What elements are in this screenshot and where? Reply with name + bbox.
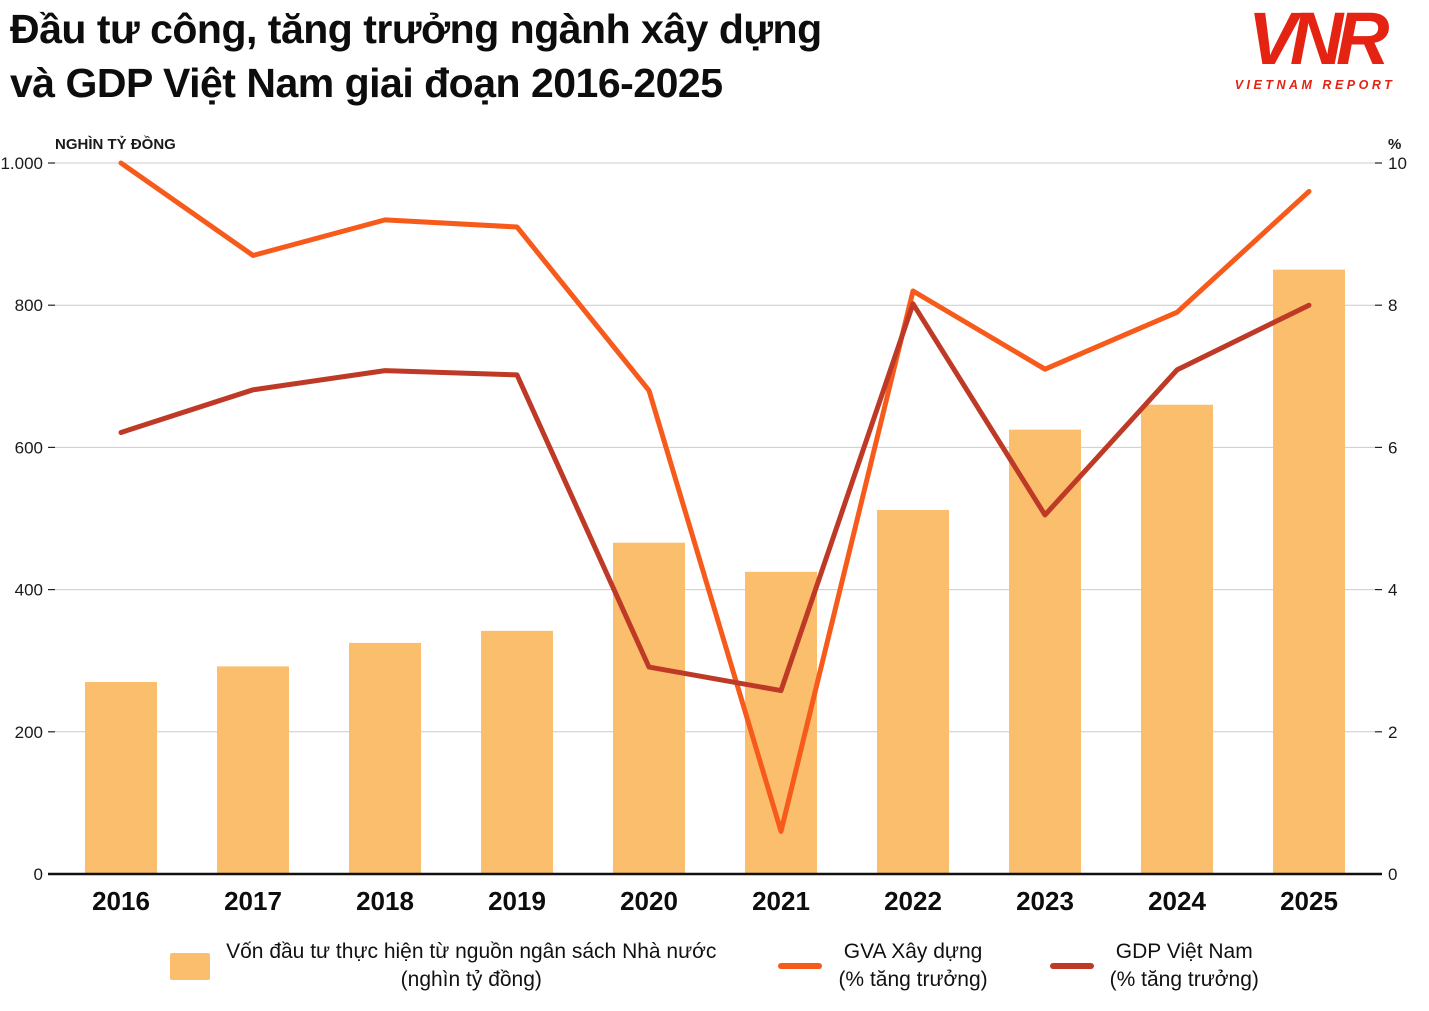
bar-2019 (481, 630, 553, 874)
gva-line-swatch (778, 963, 823, 970)
gdp-line-swatch (1049, 963, 1094, 970)
logo-subtext: VIETNAM REPORT (1234, 78, 1396, 92)
bar-swatch (170, 952, 211, 980)
x-axis-label-2017: 2017 (224, 886, 282, 916)
logo-vnr-text: VNR (1247, 0, 1389, 80)
right-axis-tick-label: 4 (1388, 581, 1397, 600)
right-axis-tick-label: 2 (1388, 723, 1397, 742)
bar-series (85, 269, 1345, 874)
legend-item-gva: GVA Xây dựng (% tăng trưởng) (778, 938, 988, 995)
legend-label-gva: GVA Xây dựng (% tăng trưởng) (838, 940, 988, 992)
left-axis-tick-label: 200 (15, 723, 43, 742)
right-axis-tick-label: 10 (1388, 154, 1407, 173)
x-axis-label-2025: 2025 (1280, 886, 1338, 916)
right-axis-tick-label: 8 (1388, 296, 1397, 315)
x-axis-label-2016: 2016 (92, 886, 150, 916)
bar-2017 (217, 666, 289, 874)
title-line-1: Đầu tư công, tăng trưởng ngành xây dựng (10, 6, 822, 52)
legend: Vốn đầu tư thực hiện từ nguồn ngân sách … (0, 938, 1429, 995)
left-axis-tick-label: 0 (34, 865, 43, 884)
x-axis-label-2019: 2019 (488, 886, 546, 916)
gva-line (118, 160, 1312, 834)
legend-label-bars: Vốn đầu tư thực hiện từ nguồn ngân sách … (226, 940, 717, 992)
chart-canvas: 0 0 200 2 400 4 600 6 800 8 1.000 10 NGHÌN TỶ ĐỒNG % 2… (0, 135, 1407, 916)
right-axis-unit-label: % (1388, 136, 1401, 153)
right-axis-tick-label: 6 (1388, 438, 1397, 457)
x-axis-label-2022: 2022 (884, 886, 942, 916)
bar-2023 (1009, 429, 1081, 874)
x-axis-label-2018: 2018 (356, 886, 414, 916)
vietnam-report-logo: VNR VIETNAM REPORT (1215, 0, 1415, 93)
bar-2020 (613, 542, 685, 874)
left-axis-tick-label: 600 (15, 438, 43, 457)
bar-2022 (877, 509, 949, 874)
page-title: Đầu tư công, tăng trưởng ngành xây dựng … (10, 2, 822, 110)
legend-label-gdp: GDP Việt Nam (% tăng trưởng) (1109, 940, 1259, 992)
title-line-2: và GDP Việt Nam giai đoạn 2016-2025 (10, 60, 723, 107)
bar-2018 (349, 642, 421, 874)
left-axis-tick-label: 800 (15, 296, 43, 315)
legend-item-gdp: GDP Việt Nam (% tăng trưởng) (1049, 938, 1259, 995)
legend-item-bars: Vốn đầu tư thực hiện từ nguồn ngân sách … (170, 938, 716, 995)
x-axis-label-2020: 2020 (620, 886, 678, 916)
x-axis-label-2021: 2021 (752, 886, 810, 916)
left-axis-tick-label: 1.000 (0, 154, 43, 173)
left-axis-unit-label: NGHÌN TỶ ĐỒNG (55, 135, 176, 153)
x-axis-label-2024: 2024 (1148, 886, 1206, 916)
right-axis-tick-label: 0 (1388, 865, 1397, 884)
x-axis-label-2023: 2023 (1016, 886, 1074, 916)
bar-2024 (1141, 404, 1213, 874)
bar-2016 (85, 682, 157, 874)
bar-2025 (1273, 269, 1345, 874)
gdp-line (118, 301, 1312, 694)
left-axis-tick-label: 400 (15, 581, 43, 600)
